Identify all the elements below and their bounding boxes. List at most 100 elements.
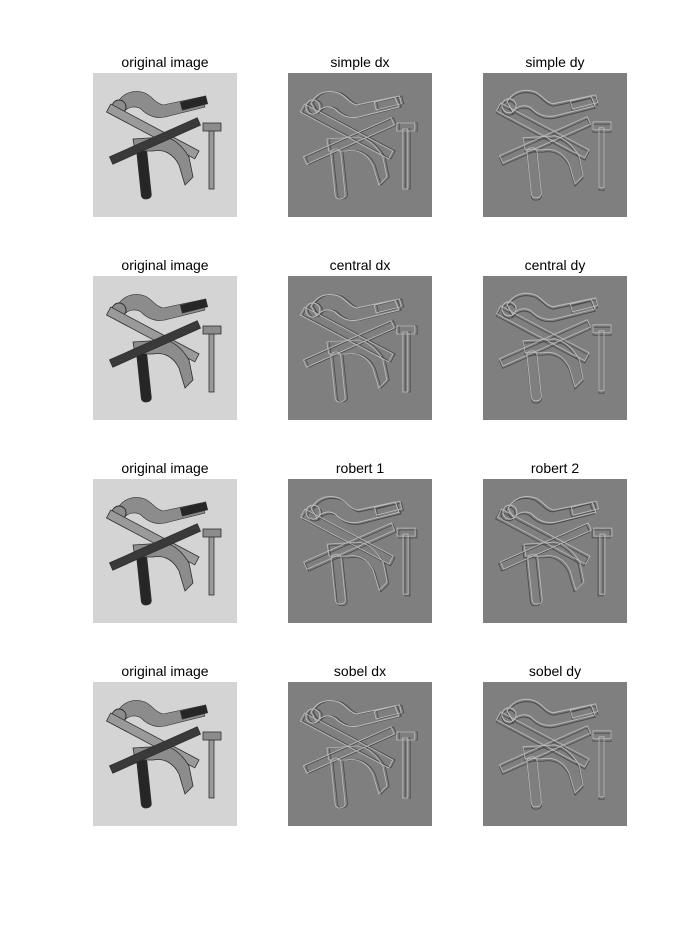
tools-photo (105, 294, 222, 403)
small-hammer-head (396, 122, 416, 132)
original-image (93, 479, 237, 623)
panel-title: sobel dy (528, 663, 582, 679)
claw-hammer-head (522, 137, 584, 187)
hand-drill (310, 699, 400, 727)
small-hammer-head (396, 325, 416, 335)
drill-handle (570, 500, 599, 516)
hammer-handle (495, 102, 590, 159)
drill-handle (373, 298, 402, 314)
edge-highlight (299, 90, 416, 200)
hammer-handle (495, 510, 589, 567)
small-hammer-handle (402, 331, 409, 393)
panel-title: original image (121, 663, 209, 679)
claw-hammer-head (326, 136, 388, 186)
drill-chuck-wheel (305, 504, 321, 520)
rasp-bar (498, 321, 592, 369)
claw-hammer-handle (527, 553, 543, 605)
image-background (288, 479, 432, 623)
small-hammer-handle (402, 533, 409, 595)
claw-hammer-handle (330, 553, 346, 605)
hammer-handle (302, 306, 396, 363)
edge-highlight (300, 496, 416, 605)
drill-handle (376, 704, 405, 720)
robert-1-image (288, 479, 432, 623)
panel-title: sobel dx (333, 663, 387, 679)
rasp-bar (302, 320, 395, 368)
tools-photo (105, 700, 222, 809)
claw-hammer-handle (330, 351, 346, 403)
small-hammer-handle (208, 128, 215, 190)
drill-handle (179, 704, 209, 720)
original-image (93, 682, 237, 826)
edge-highlight (299, 293, 416, 403)
simple-dx-image (288, 73, 432, 217)
small-hammer-handle (402, 128, 409, 190)
claw-hammer-head (522, 338, 584, 388)
claw-hammer-head (522, 135, 584, 185)
hand-drill (310, 90, 400, 118)
edge-highlight (495, 698, 612, 808)
claw-hammer-handle (526, 147, 542, 199)
rasp-bar (498, 319, 592, 367)
hand-drill (506, 292, 596, 320)
hand-drill (506, 92, 596, 120)
drill-handle (373, 95, 402, 111)
drill-handle (373, 704, 402, 720)
edge-highlight (496, 496, 613, 605)
panel-title: original image (121, 54, 209, 70)
small-hammer-head (202, 325, 222, 335)
drill-handle (569, 94, 599, 110)
hammer-handle (299, 103, 394, 160)
hand-drill (312, 497, 402, 525)
hand-drill (116, 497, 206, 524)
hammer-handle (496, 508, 591, 565)
drill-handle (569, 502, 598, 518)
claw-hammer-head (328, 543, 390, 593)
small-hammer-head (593, 527, 613, 537)
rasp-bar (108, 117, 202, 165)
hand-drill (116, 294, 206, 321)
tools-photo (105, 497, 222, 606)
small-hammer-head (591, 529, 611, 539)
rasp-bar (303, 522, 396, 570)
rasp-bar (302, 726, 395, 774)
sobel-dy-image (483, 682, 627, 826)
rasp-bar (499, 522, 592, 570)
drill-chuck-wheel (305, 708, 321, 724)
small-hammer-handle (598, 330, 605, 392)
rasp-bar (498, 727, 592, 775)
hand-drill (506, 89, 596, 117)
drill-chuck-wheel (501, 98, 517, 114)
small-hammer-handle (598, 736, 605, 798)
hammer-handle (302, 103, 396, 160)
small-hammer-head (592, 730, 612, 740)
panel-title: robert 2 (530, 460, 580, 476)
small-hammer-handle (208, 331, 215, 393)
image-background (483, 276, 627, 420)
edge-highlight (299, 699, 416, 809)
claw-hammer-head (326, 541, 388, 591)
claw-hammer-handle (330, 757, 346, 809)
claw-hammer-head (132, 136, 194, 186)
image-background (483, 682, 627, 826)
hand-drill (505, 497, 595, 525)
drill-handle (569, 703, 599, 719)
drill-handle (179, 95, 209, 111)
hand-drill (310, 496, 400, 524)
rasp-bar (304, 524, 397, 572)
drill-handle (376, 298, 405, 314)
hand-drill (116, 91, 206, 118)
small-hammer-handle (599, 533, 606, 595)
small-hammer-handle (208, 534, 215, 596)
central-dy-image (483, 276, 627, 420)
claw-hammer-head (522, 744, 584, 794)
small-hammer-head (592, 324, 612, 334)
claw-hammer-head (132, 745, 194, 795)
panel-title: original image (121, 460, 209, 476)
small-hammer-handle (402, 737, 409, 799)
panel-title: original image (121, 257, 209, 273)
edge-highlight (495, 89, 612, 199)
hammer-handle (302, 712, 396, 769)
small-hammer-head (202, 528, 222, 538)
